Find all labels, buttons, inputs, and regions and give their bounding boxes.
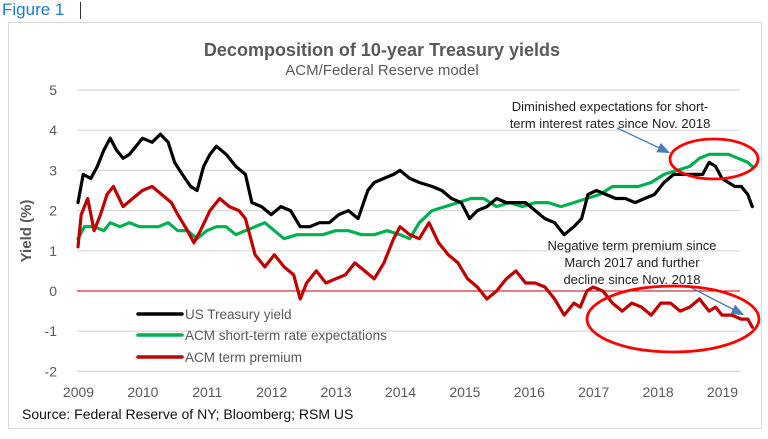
y-tick-label: 4 bbox=[49, 122, 57, 138]
legend-label: ACM term premium bbox=[185, 350, 302, 365]
annotation-arrow-short-rate bbox=[616, 127, 671, 154]
annotation-text-short-rate: Diminished expectations for short- bbox=[512, 99, 709, 114]
x-tick-label: 2015 bbox=[449, 384, 480, 400]
legend: US Treasury yield ACM short-term rate exp… bbox=[136, 307, 387, 365]
x-tick-label: 2011 bbox=[192, 384, 222, 400]
y-tick-label: 2 bbox=[49, 203, 57, 219]
annotations: Diminished expectations for short-term i… bbox=[510, 99, 761, 354]
x-tick-label: 2013 bbox=[321, 384, 352, 400]
series-line-us-treasury-yield bbox=[76, 132, 754, 237]
annotation-text-term-premium: March 2017 and further bbox=[564, 255, 700, 270]
legend-label: ACM short-term rate expectations bbox=[185, 328, 387, 343]
highlight-ellipse-term-premium bbox=[585, 284, 761, 354]
y-tick-label: -1 bbox=[45, 323, 58, 339]
y-axis-ticks: 5 4 3 2 1 0 -1 -2 bbox=[45, 82, 58, 379]
x-tick-label: 2012 bbox=[256, 384, 287, 400]
x-tick-label: 2018 bbox=[643, 384, 674, 400]
x-tick-label: 2014 bbox=[385, 384, 416, 400]
series-line-acm-short-term-rate-expectations bbox=[76, 152, 754, 241]
chart-subtitle: ACM/Federal Reserve model bbox=[285, 62, 478, 79]
x-axis-ticks: 2009 2010 2011 2012 2013 2014 2015 2016 2017 2018… bbox=[63, 384, 738, 400]
gridlines bbox=[77, 89, 740, 372]
x-tick-label: 2016 bbox=[514, 384, 545, 400]
x-tick-label: 2009 bbox=[63, 384, 94, 400]
x-tick-label: 2010 bbox=[127, 384, 158, 400]
series-group bbox=[76, 132, 754, 329]
figure-label: Figure 1 bbox=[2, 0, 65, 19]
annotation-text-term-premium: decline since Nov. 2018 bbox=[563, 272, 700, 287]
annotation-text-short-rate: term interest rates since Nov. 2018 bbox=[510, 116, 711, 131]
chart-frame bbox=[8, 22, 762, 429]
y-axis-label: Yield (%) bbox=[18, 200, 35, 263]
y-tick-label: 0 bbox=[49, 283, 57, 299]
source-note: Source: Federal Reserve of NY; Bloomberg… bbox=[22, 406, 353, 422]
x-tick-label: 2017 bbox=[578, 384, 609, 400]
y-tick-label: 5 bbox=[49, 82, 57, 98]
highlight-ellipse-short-rate bbox=[668, 137, 760, 181]
legend-label: US Treasury yield bbox=[185, 307, 292, 322]
chart-title: Decomposition of 10-year Treasury yields bbox=[204, 40, 560, 60]
annotation-text-term-premium: Negative term premium since bbox=[547, 238, 716, 253]
y-tick-label: -2 bbox=[45, 363, 58, 379]
y-tick-label: 3 bbox=[49, 162, 57, 178]
text-cursor bbox=[80, 2, 81, 19]
annotation-arrow-term-premium bbox=[687, 285, 745, 316]
y-tick-label: 1 bbox=[49, 243, 57, 259]
series-line-acm-term-premium bbox=[76, 184, 754, 329]
x-tick-label: 2019 bbox=[707, 384, 738, 400]
